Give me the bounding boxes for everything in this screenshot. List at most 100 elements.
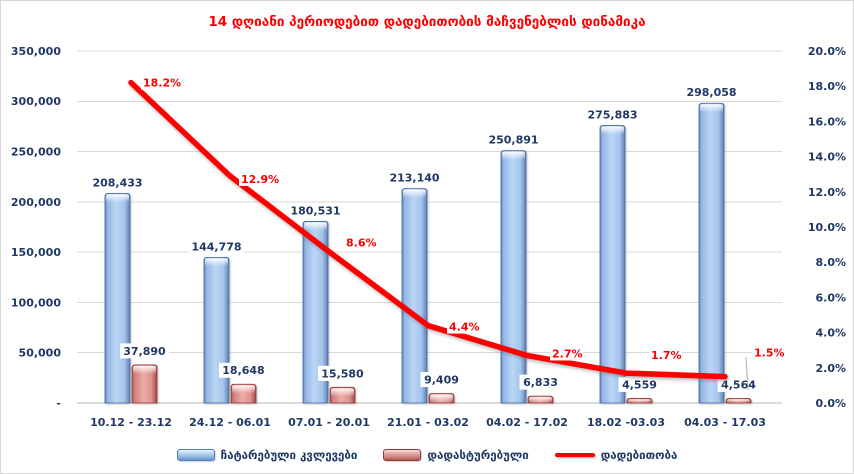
confirmed-value-label-bg [420, 372, 463, 388]
line-value-label-bg [239, 171, 279, 186]
category-label: 10.12 - 23.12 [90, 416, 172, 429]
right-axis-tick-label: 18.0% [808, 80, 846, 93]
positivity-line [128, 79, 728, 380]
label-leader-line [745, 356, 749, 391]
line-value-label-bg [550, 346, 583, 361]
bar-tests-highlight [304, 222, 327, 231]
bar-confirmed [131, 364, 158, 404]
left-axis-tick-label: - [56, 397, 61, 410]
confirmed-value-label-bg [219, 362, 268, 378]
bar-tests [104, 192, 131, 404]
tests-value-label-bg [683, 84, 740, 100]
bar-tests [302, 221, 329, 404]
tests-value-label: 213,140 [389, 172, 439, 185]
blue-bar-swatch-icon [176, 449, 215, 461]
confirmed-value-label: 4,564 [721, 378, 756, 391]
right-axis-tick-label: 0.0% [815, 397, 846, 410]
tests-value-label-bg [386, 170, 443, 186]
bar-tests [599, 125, 626, 404]
left-axis-tick-label: 200,000 [11, 196, 61, 209]
confirmed-value-label: 18,648 [222, 364, 264, 377]
confirmed-value-label-bg [618, 376, 661, 392]
line-value-label: 1.5% [754, 347, 785, 360]
bar-tests-highlight [106, 194, 129, 203]
confirmed-value-label: 15,580 [321, 367, 364, 380]
right-axis-tick-label: 8.0% [815, 256, 846, 269]
right-axis-tick-label: 10.0% [808, 221, 846, 234]
right-axis-tick-label: 16.0% [808, 115, 846, 128]
tests-value-label: 275,883 [587, 109, 637, 122]
line-value-label: 8.6% [346, 237, 377, 250]
right-axis-tick-label: 20.0% [808, 45, 846, 58]
tests-value-label-bg [485, 132, 542, 148]
bar-tests [500, 150, 527, 404]
tests-value-label-bg [584, 107, 641, 123]
legend-item-positivity: დადებითობა [554, 448, 678, 462]
bar-tests-highlight [403, 189, 426, 198]
category-axis-labels: 10.12 - 23.12 24.12 - 06.01 07.01 - 20.01 2… [90, 416, 766, 429]
confirmed-value-label: 4,559 [622, 378, 657, 391]
bar-tests [401, 188, 428, 404]
legend-label-tests: ჩატარებული კვლევები [220, 448, 358, 462]
line-value-label-bg [344, 235, 377, 250]
bar-confirmed-highlight [628, 399, 651, 402]
bar-value-labels: 208,433 144,778 180,531 213,140 250,891 275,8… [89, 84, 760, 392]
left-axis-tick-label: 250,000 [11, 146, 61, 159]
chart-title: 14 დღიანი პერიოდებით დადებითობის მაჩვენე… [208, 14, 646, 30]
pink-bar-swatch-icon [383, 449, 422, 461]
line-value-labels: 18.2% 12.9% 8.6% 4.4% 2.7% 1.7% 1.5% [141, 75, 785, 363]
line-value-label-bg [752, 345, 785, 360]
tests-value-label-bg [188, 238, 245, 254]
line-value-label-bg [141, 75, 181, 90]
line-value-label-bg [649, 348, 682, 363]
legend-label-positivity: დადებითობა [600, 448, 678, 462]
left-axis-tick-label: 300,000 [11, 95, 61, 108]
tests-value-label: 250,891 [488, 134, 538, 147]
bar-confirmed-highlight [727, 399, 750, 402]
line-value-label: 4.4% [449, 321, 480, 334]
right-axis-tick-label: 4.0% [815, 327, 846, 340]
right-axis-tick-label: 6.0% [815, 291, 846, 304]
line-value-label-bg [447, 319, 480, 334]
legend: ჩატარებული კვლევები დადასტურებული დადები… [1, 444, 853, 466]
category-label: 07.01 - 20.01 [288, 416, 370, 429]
left-axis-tick-label: 150,000 [11, 246, 61, 259]
confirmed-value-label: 6,833 [523, 376, 558, 389]
right-axis-tick-label: 14.0% [808, 151, 846, 164]
bar-confirmed-highlight [133, 365, 156, 374]
left-axis-tick-label: 50,000 [19, 347, 62, 360]
tests-value-label: 298,058 [686, 86, 736, 99]
bar-tests-highlight [601, 126, 624, 135]
tests-value-label: 144,778 [191, 240, 241, 253]
tests-value-label-bg [89, 174, 146, 190]
line-value-label: 1.7% [651, 349, 682, 362]
bar-confirmed-highlight [232, 385, 255, 394]
confirmed-value-label-bg [120, 343, 169, 359]
category-label: 04.03 - 17.03 [684, 416, 766, 429]
left-axis-labels: 350,000 300,000 250,000 200,000 150,000 100,0… [11, 45, 61, 410]
bar-tests-highlight [502, 151, 525, 160]
tests-value-label: 180,531 [290, 204, 340, 217]
confirmed-value-label-bg [717, 376, 760, 392]
legend-item-tests: ჩატარებული კვლევები [176, 448, 358, 462]
confirmed-value-label: 9,409 [424, 373, 459, 386]
line-value-label: 18.2% [143, 77, 181, 90]
tests-value-label-bg [287, 202, 344, 218]
bar-tests-highlight [205, 258, 228, 267]
right-axis-tick-label: 2.0% [815, 362, 846, 375]
tests-value-label: 208,433 [92, 176, 142, 189]
category-label: 18.02 -03.03 [587, 416, 665, 429]
bar-confirmed-highlight [529, 397, 552, 402]
red-line-swatch-icon [554, 452, 595, 458]
bar-tests [203, 256, 230, 404]
category-label: 24.12 - 06.01 [189, 416, 271, 429]
category-label: 21.01 - 03.02 [387, 416, 469, 429]
line-value-label: 12.9% [241, 173, 279, 186]
left-axis-tick-label: 100,000 [11, 296, 61, 309]
confirmed-value-label-bg [318, 365, 367, 381]
right-axis-tick-label: 12.0% [808, 186, 846, 199]
legend-item-confirmed: დადასტურებული [383, 448, 529, 462]
right-axis-labels: 20.0% 18.0% 16.0% 14.0% 12.0% 10.0% 8.0% 6.0% 4.… [808, 45, 846, 410]
